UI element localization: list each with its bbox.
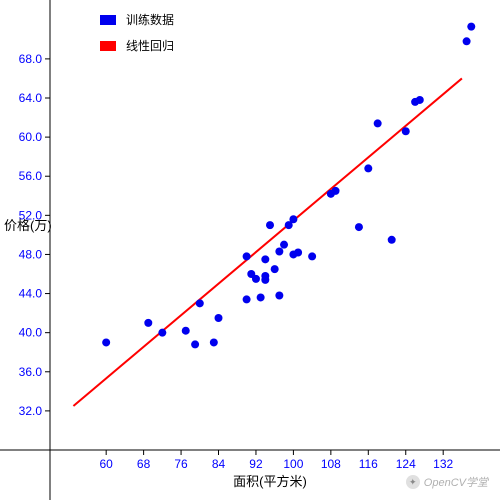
data-point [252,275,260,283]
x-tick-label: 100 [283,457,303,471]
data-point [280,241,288,249]
data-point [308,252,316,260]
data-point [463,37,471,45]
data-point [416,96,424,104]
x-tick-label: 116 [359,457,378,471]
y-axis-label: 价格(万) [4,218,52,233]
data-point [374,119,382,127]
legend-swatch [100,41,116,51]
y-tick-label: 40.0 [19,326,43,340]
data-point [102,338,110,346]
data-point [275,248,283,256]
x-axis-label: 面积(平方米) [233,474,307,489]
data-point [388,236,396,244]
x-tick-label: 68 [137,457,151,471]
y-tick-label: 56.0 [19,169,43,183]
data-point [275,292,283,300]
data-point [266,221,274,229]
watermark: ✦ OpenCV学堂 [406,474,488,490]
data-point [294,248,302,256]
y-tick-label: 32.0 [19,404,43,418]
data-point [196,299,204,307]
data-point [191,340,199,348]
data-point [210,338,218,346]
data-point [289,215,297,223]
regression-line [73,78,462,406]
data-point [243,252,251,260]
data-point [158,329,166,337]
y-tick-label: 64.0 [19,91,43,105]
chart-container: 60 68 76 84 92 100 108 116 124 132 面积(平方米) 32.0 36.0… [0,0,500,500]
x-tick-label: 60 [99,457,113,471]
data-point [257,293,265,301]
data-point [355,223,363,231]
y-tick-label: 48.0 [19,247,43,261]
x-tick-label: 84 [212,457,226,471]
legend-label: 线性回归 [126,39,174,53]
legend-swatch [100,15,116,25]
data-point [182,327,190,335]
x-tick-label: 108 [321,457,341,471]
y-tick-label: 36.0 [19,365,43,379]
data-point [144,319,152,327]
y-tick-label: 68.0 [19,52,43,66]
legend-label: 训练数据 [126,12,174,27]
data-point [467,23,475,31]
data-point [261,272,269,280]
data-point [364,164,372,172]
x-tick-label: 92 [249,457,263,471]
watermark-text: OpenCV学堂 [424,474,488,490]
data-point [332,187,340,195]
x-tick-label: 76 [174,457,188,471]
data-point [271,265,279,273]
wechat-icon: ✦ [406,475,420,489]
x-tick-label: 132 [433,457,453,471]
y-tick-label: 44.0 [19,287,43,301]
y-tick-label: 60.0 [19,130,43,144]
scatter-chart: 60 68 76 84 92 100 108 116 124 132 面积(平方米) 32.0 36.0… [0,0,500,500]
data-point [261,255,269,263]
data-point [215,314,223,322]
data-point [243,295,251,303]
data-point [402,127,410,135]
x-tick-label: 124 [396,457,416,471]
